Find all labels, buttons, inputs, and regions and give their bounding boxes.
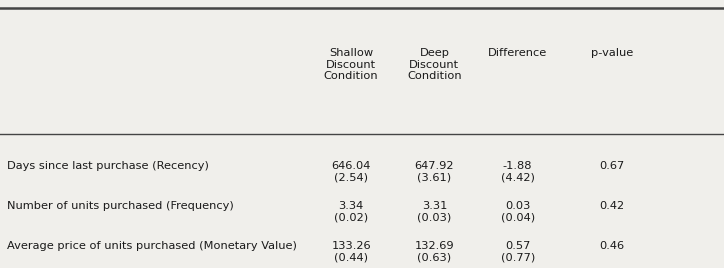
- Text: 0.67: 0.67: [599, 161, 624, 171]
- Text: 132.69
(0.63): 132.69 (0.63): [415, 241, 454, 263]
- Text: Shallow
Discount
Condition: Shallow Discount Condition: [324, 48, 379, 81]
- Text: 3.31
(0.03): 3.31 (0.03): [417, 201, 452, 223]
- Text: Difference: Difference: [488, 48, 547, 58]
- Text: 0.03
(0.04): 0.03 (0.04): [500, 201, 535, 223]
- Text: p-value: p-value: [591, 48, 633, 58]
- Text: Average price of units purchased (Monetary Value): Average price of units purchased (Moneta…: [7, 241, 297, 251]
- Text: 647.92
(3.61): 647.92 (3.61): [415, 161, 454, 183]
- Text: 0.57
(0.77): 0.57 (0.77): [500, 241, 535, 263]
- Text: 0.46: 0.46: [599, 241, 624, 251]
- Text: 646.04
(2.54): 646.04 (2.54): [332, 161, 371, 183]
- Text: 133.26
(0.44): 133.26 (0.44): [332, 241, 371, 263]
- Text: 3.34
(0.02): 3.34 (0.02): [334, 201, 369, 223]
- Text: -1.88
(4.42): -1.88 (4.42): [501, 161, 534, 183]
- Text: Number of units purchased (Frequency): Number of units purchased (Frequency): [7, 201, 234, 211]
- Text: Days since last purchase (Recency): Days since last purchase (Recency): [7, 161, 209, 171]
- Text: Deep
Discount
Condition: Deep Discount Condition: [407, 48, 462, 81]
- Text: 0.42: 0.42: [599, 201, 624, 211]
